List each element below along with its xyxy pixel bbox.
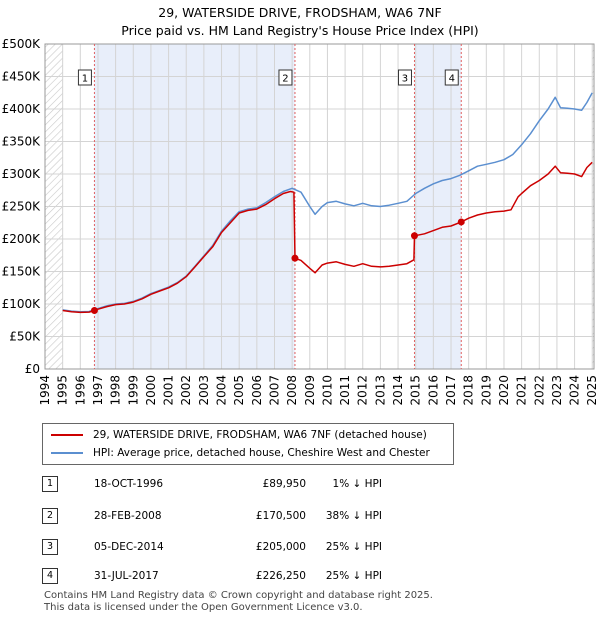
x-tick-label: 2016 <box>426 375 440 406</box>
transaction-row: 2 28-FEB-2008 £170,500 38% ↓ HPI <box>42 506 492 526</box>
transaction-row: 3 05-DEC-2014 £205,000 25% ↓ HPI <box>42 537 492 557</box>
footer-licence: This data is licensed under the Open Gov… <box>44 601 363 613</box>
transaction-date: 31-JUL-2017 <box>94 570 159 582</box>
legend-item-hpi: HPI: Average price, detached house, Ches… <box>51 445 430 461</box>
x-tick-label: 1997 <box>91 375 105 406</box>
x-tick-label: 1998 <box>109 375 123 406</box>
footer: Contains HM Land Registry data © Crown c… <box>44 590 564 613</box>
marker-label: 3 <box>402 74 408 85</box>
plot-frame <box>44 43 595 370</box>
x-tick-label: 2021 <box>515 375 529 406</box>
x-tick-label: 2017 <box>444 375 458 406</box>
x-tick-label: 2022 <box>532 375 546 406</box>
transaction-row: 1 18-OCT-1996 £89,950 1% ↓ HPI <box>42 474 492 494</box>
marker-box <box>278 69 293 86</box>
chart-title: 29, WATERSIDE DRIVE, FRODSHAM, WA6 7NF <box>158 5 442 20</box>
marker-box <box>397 69 412 86</box>
y-tick-label: £150K <box>2 265 42 279</box>
x-tick-label: 2002 <box>179 375 193 406</box>
transaction-price: £89,950 <box>262 478 306 490</box>
footer-copyright: Contains HM Land Registry data © Crown c… <box>44 590 433 601</box>
legend: 29, WATERSIDE DRIVE, FRODSHAM, WA6 7NF (… <box>42 423 454 465</box>
y-tick-label: £450K <box>2 70 42 84</box>
y-tick-label: £300K <box>2 167 42 181</box>
y-tick-label: £100K <box>2 297 42 311</box>
transaction-hpi: 25% ↓ HPI <box>325 541 382 553</box>
x-tick-label: 2019 <box>479 375 493 406</box>
transaction-number: 2 <box>42 508 58 524</box>
x-tick-label: 2007 <box>267 375 281 406</box>
sale-point <box>291 254 299 262</box>
transaction-price: £205,000 <box>255 541 306 553</box>
transaction-date: 28-FEB-2008 <box>94 510 162 522</box>
x-tick-label: 2003 <box>197 375 211 406</box>
marker-label: 4 <box>449 74 455 85</box>
legend-item-property: 29, WATERSIDE DRIVE, FRODSHAM, WA6 7NF (… <box>51 427 427 443</box>
x-tick-label: 1999 <box>126 375 140 406</box>
x-tick-label: 1996 <box>73 375 87 406</box>
x-tick-label: 2023 <box>550 375 564 406</box>
sale-point <box>410 232 418 240</box>
x-tick-label: 2005 <box>232 375 246 406</box>
transaction-hpi: 38% ↓ HPI <box>325 510 382 522</box>
x-tick-label: 2004 <box>215 375 229 406</box>
transaction-row: 4 31-JUL-2017 £226,250 25% ↓ HPI <box>42 566 492 586</box>
x-tick-label: 2010 <box>320 375 334 406</box>
x-tick-label: 2009 <box>303 375 317 406</box>
y-tick-label: £0 <box>25 362 40 376</box>
transaction-number: 1 <box>42 476 58 492</box>
sale-point <box>457 218 465 226</box>
marker-label: 1 <box>82 74 88 85</box>
marker-box <box>444 69 459 86</box>
sale-point <box>90 307 98 315</box>
legend-label-property: 29, WATERSIDE DRIVE, FRODSHAM, WA6 7NF (… <box>93 429 427 441</box>
x-tick-label: 2014 <box>391 375 405 406</box>
y-tick-label: £50K <box>9 330 41 344</box>
marker-label: 2 <box>282 74 288 85</box>
x-tick-label: 2018 <box>462 375 476 406</box>
property-series-line <box>62 161 593 314</box>
transaction-price: £226,250 <box>255 570 306 582</box>
x-tick-label: 2008 <box>285 375 299 406</box>
chart-subtitle: Price paid vs. HM Land Registry's House … <box>121 23 479 38</box>
price-chart: £0 £50K £100K £150K £200K £250K £300K £350K £400… <box>2 37 600 406</box>
transaction-date: 05-DEC-2014 <box>94 541 164 553</box>
y-tick-label: £400K <box>2 102 42 116</box>
x-tick-label: 2024 <box>568 375 582 406</box>
x-tick-label: 2020 <box>497 375 511 406</box>
x-tick-label: 2006 <box>250 375 264 406</box>
transaction-number: 3 <box>42 539 58 555</box>
transaction-number: 4 <box>42 568 58 584</box>
transaction-price: £170,500 <box>255 510 306 522</box>
legend-label-hpi: HPI: Average price, detached house, Ches… <box>93 447 430 459</box>
x-tick-label: 2000 <box>144 375 158 406</box>
x-tick-label: 1994 <box>38 375 52 406</box>
transaction-hpi: 25% ↓ HPI <box>325 570 382 582</box>
legend-line-hpi <box>51 452 83 454</box>
y-tick-label: £250K <box>2 200 42 214</box>
y-tick-label: £200K <box>2 232 42 246</box>
x-tick-label: 2011 <box>338 375 352 406</box>
x-tick-label: 2012 <box>356 375 370 406</box>
y-tick-label: £500K <box>2 37 42 51</box>
marker-box <box>77 69 92 86</box>
x-tick-label: 2015 <box>409 375 423 406</box>
x-tick-label: 1995 <box>56 375 70 406</box>
transaction-date: 18-OCT-1996 <box>94 478 163 490</box>
y-tick-label: £350K <box>2 135 42 149</box>
x-tick-label: 2013 <box>373 375 387 406</box>
transaction-hpi: 1% ↓ HPI <box>332 478 382 490</box>
legend-line-property <box>51 434 83 436</box>
x-tick-label: 2025 <box>585 375 599 406</box>
x-tick-label: 2001 <box>162 375 176 406</box>
